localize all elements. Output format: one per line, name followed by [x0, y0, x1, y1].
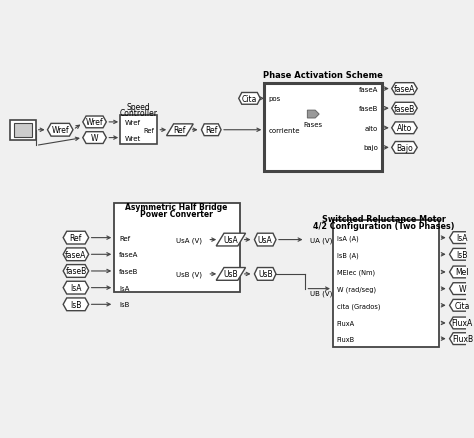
- Text: FluxA: FluxA: [337, 320, 355, 326]
- Text: faseA: faseA: [65, 250, 87, 259]
- Text: IsA: IsA: [70, 283, 82, 293]
- Text: Ref: Ref: [205, 126, 218, 135]
- Polygon shape: [63, 282, 89, 294]
- Text: alto: alto: [365, 126, 378, 131]
- Text: IsB (A): IsB (A): [337, 251, 358, 258]
- Polygon shape: [201, 124, 221, 136]
- Bar: [120, 116, 157, 145]
- Text: FluxB: FluxB: [452, 334, 473, 343]
- Polygon shape: [449, 300, 474, 311]
- Polygon shape: [449, 249, 474, 261]
- Text: Mel: Mel: [456, 268, 469, 277]
- Polygon shape: [392, 142, 417, 154]
- Text: W: W: [458, 284, 466, 293]
- Text: IsA (A): IsA (A): [337, 235, 358, 241]
- Text: W: W: [91, 134, 98, 143]
- Text: faseB: faseB: [359, 106, 378, 112]
- Text: Ref: Ref: [119, 235, 130, 241]
- Text: IsB: IsB: [456, 250, 468, 259]
- Text: Cita: Cita: [242, 95, 257, 104]
- Bar: [264, 84, 382, 172]
- Polygon shape: [307, 111, 319, 119]
- Text: Wret: Wret: [125, 135, 141, 141]
- Text: faseA: faseA: [394, 85, 415, 94]
- Text: faseA: faseA: [119, 252, 138, 258]
- Polygon shape: [392, 123, 417, 134]
- Polygon shape: [63, 265, 89, 278]
- Text: 4/2 Configuration (Two Phases): 4/2 Configuration (Two Phases): [313, 222, 455, 231]
- Text: faseB: faseB: [119, 268, 138, 274]
- Text: UsB: UsB: [258, 270, 273, 279]
- Bar: [333, 220, 439, 348]
- Text: faseA: faseA: [359, 86, 378, 92]
- Text: pos: pos: [268, 96, 281, 102]
- Polygon shape: [63, 298, 89, 311]
- Text: Power Converter: Power Converter: [139, 209, 212, 218]
- Text: bajo: bajo: [363, 145, 378, 151]
- Text: Bajo: Bajo: [396, 144, 413, 152]
- Text: Controller: Controller: [120, 108, 158, 117]
- Polygon shape: [239, 93, 260, 105]
- Text: cita (Grados): cita (Grados): [337, 302, 380, 309]
- Text: Fases: Fases: [304, 122, 323, 127]
- Bar: [114, 204, 240, 292]
- Text: faseB: faseB: [65, 267, 87, 276]
- Text: Wref: Wref: [51, 126, 69, 135]
- Polygon shape: [166, 124, 193, 136]
- Polygon shape: [63, 232, 89, 244]
- Polygon shape: [392, 103, 417, 115]
- Polygon shape: [255, 268, 276, 281]
- Text: IsA: IsA: [119, 285, 129, 291]
- Text: MElec (Nm): MElec (Nm): [337, 269, 375, 276]
- Text: UsB: UsB: [224, 270, 238, 279]
- Polygon shape: [449, 232, 474, 244]
- Polygon shape: [449, 266, 474, 278]
- Text: IsB: IsB: [70, 300, 82, 309]
- Polygon shape: [47, 124, 73, 137]
- Polygon shape: [449, 283, 474, 295]
- Text: UB (V): UB (V): [310, 290, 333, 296]
- Text: Ref: Ref: [173, 126, 186, 135]
- Polygon shape: [216, 234, 246, 247]
- Text: Ref: Ref: [144, 127, 155, 134]
- Text: Phase Activation Scheme: Phase Activation Scheme: [263, 71, 383, 80]
- Text: Alto: Alto: [397, 124, 412, 133]
- Text: Switched Reluctance Motor: Switched Reluctance Motor: [322, 215, 446, 224]
- Text: Wref: Wref: [86, 118, 103, 127]
- Polygon shape: [392, 84, 417, 95]
- Bar: [14, 124, 32, 137]
- Text: FluxA: FluxA: [452, 319, 473, 328]
- Polygon shape: [255, 234, 276, 247]
- Text: IsA: IsA: [456, 233, 468, 243]
- Text: UsA: UsA: [224, 236, 238, 244]
- Polygon shape: [449, 333, 474, 345]
- Text: UsA: UsA: [258, 236, 273, 244]
- Text: Speed: Speed: [127, 102, 151, 111]
- Polygon shape: [63, 248, 89, 261]
- Text: W (rad/seg): W (rad/seg): [337, 286, 376, 292]
- Text: Cita: Cita: [455, 301, 470, 310]
- Text: Asymmetric Half Bridge: Asymmetric Half Bridge: [125, 202, 227, 211]
- Text: Ref: Ref: [70, 233, 82, 243]
- Polygon shape: [83, 132, 106, 144]
- Text: UsB (V): UsB (V): [176, 271, 202, 278]
- Polygon shape: [449, 318, 474, 329]
- Polygon shape: [216, 268, 246, 281]
- Text: FluxB: FluxB: [337, 336, 355, 342]
- Text: corriente: corriente: [268, 127, 300, 134]
- Text: UA (V): UA (V): [310, 237, 333, 243]
- Text: Wref: Wref: [125, 120, 141, 126]
- Text: UsA (V): UsA (V): [176, 237, 202, 243]
- Bar: [10, 120, 36, 140]
- Text: IsB: IsB: [119, 302, 129, 307]
- Text: faseB: faseB: [394, 104, 415, 113]
- Polygon shape: [83, 117, 106, 128]
